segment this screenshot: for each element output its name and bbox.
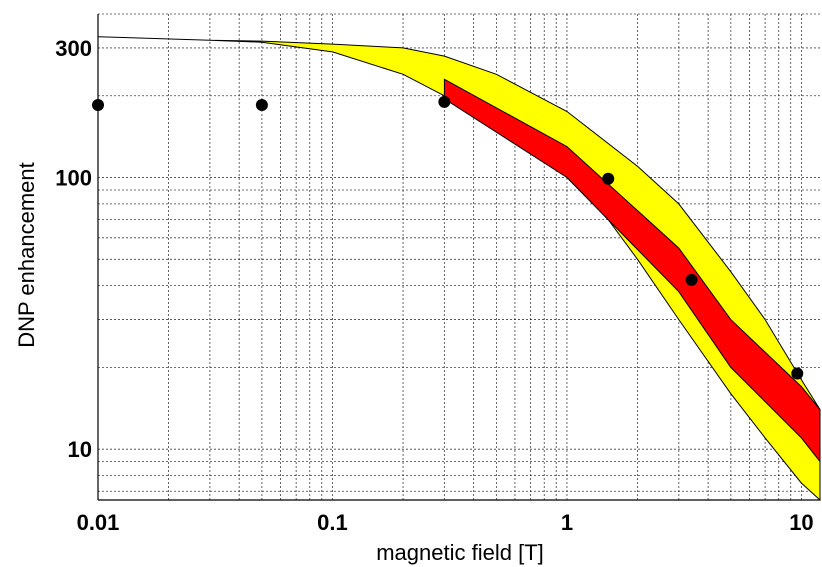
x-tick-label: 0.01 — [77, 510, 120, 535]
x-tick-label: 0.1 — [317, 510, 348, 535]
data-point — [602, 172, 615, 185]
data-point — [685, 273, 698, 286]
x-axis-label: magnetic field [T] — [376, 540, 544, 565]
data-points — [92, 95, 804, 380]
data-point — [438, 95, 451, 108]
axes — [97, 14, 820, 501]
y-axis-label: DNP enhancement — [14, 162, 39, 348]
y-tick-label: 100 — [55, 166, 92, 191]
bands — [97, 36, 821, 502]
x-tick-label: 1 — [561, 510, 573, 535]
y-tick-labels: 10 100 300 — [55, 36, 92, 462]
y-tick-label: 10 — [68, 437, 92, 462]
red-band — [443, 78, 821, 464]
data-point — [791, 367, 804, 380]
y-tick-label: 300 — [55, 36, 92, 61]
x-tick-labels: 0.01 0.1 1 10 — [77, 510, 814, 535]
x-tick-label: 10 — [789, 510, 813, 535]
data-point — [255, 98, 268, 111]
